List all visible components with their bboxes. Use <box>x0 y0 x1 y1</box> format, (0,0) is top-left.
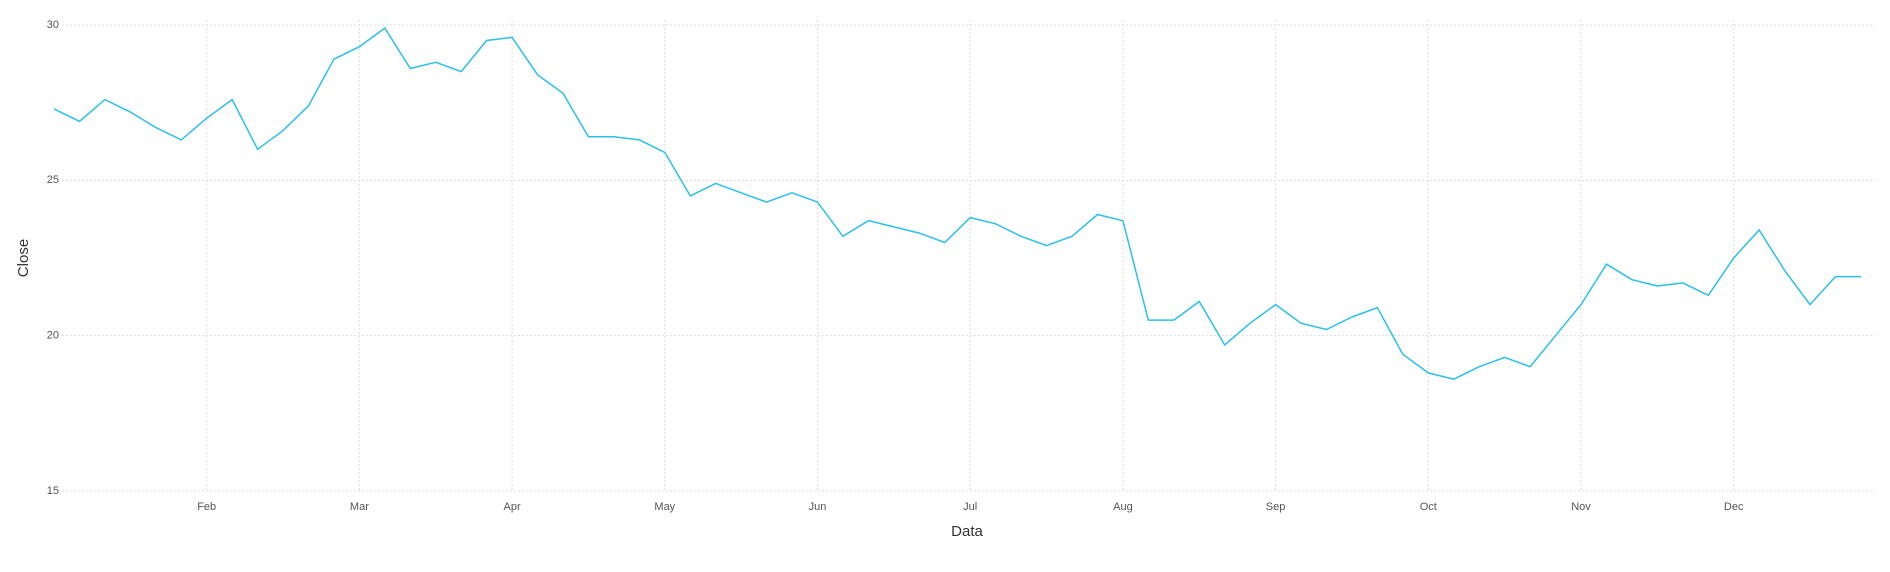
x-tick-label: Jun <box>809 501 827 513</box>
x-tick-label: Nov <box>1571 501 1591 513</box>
x-tick-label: Oct <box>1420 501 1437 513</box>
x-tick-label: Apr <box>504 501 521 513</box>
x-tick-label: Aug <box>1113 501 1133 513</box>
y-axis-label: Close <box>15 239 32 277</box>
x-tick-label: Mar <box>350 501 369 513</box>
x-tick-label: Jul <box>963 501 977 513</box>
y-tick-label: 25 <box>47 174 59 186</box>
x-tick-label: Feb <box>197 501 216 513</box>
line <box>53 27 1861 380</box>
x-tick-label: Sep <box>1266 501 1286 513</box>
x-tick-label: May <box>654 501 675 513</box>
y-tick-label: 15 <box>47 485 59 497</box>
y-tick-label: 20 <box>47 330 59 342</box>
y-tick-label: 30 <box>47 19 59 31</box>
x-axis-label: Data <box>951 523 983 540</box>
x-tick-label: Dec <box>1724 501 1744 513</box>
